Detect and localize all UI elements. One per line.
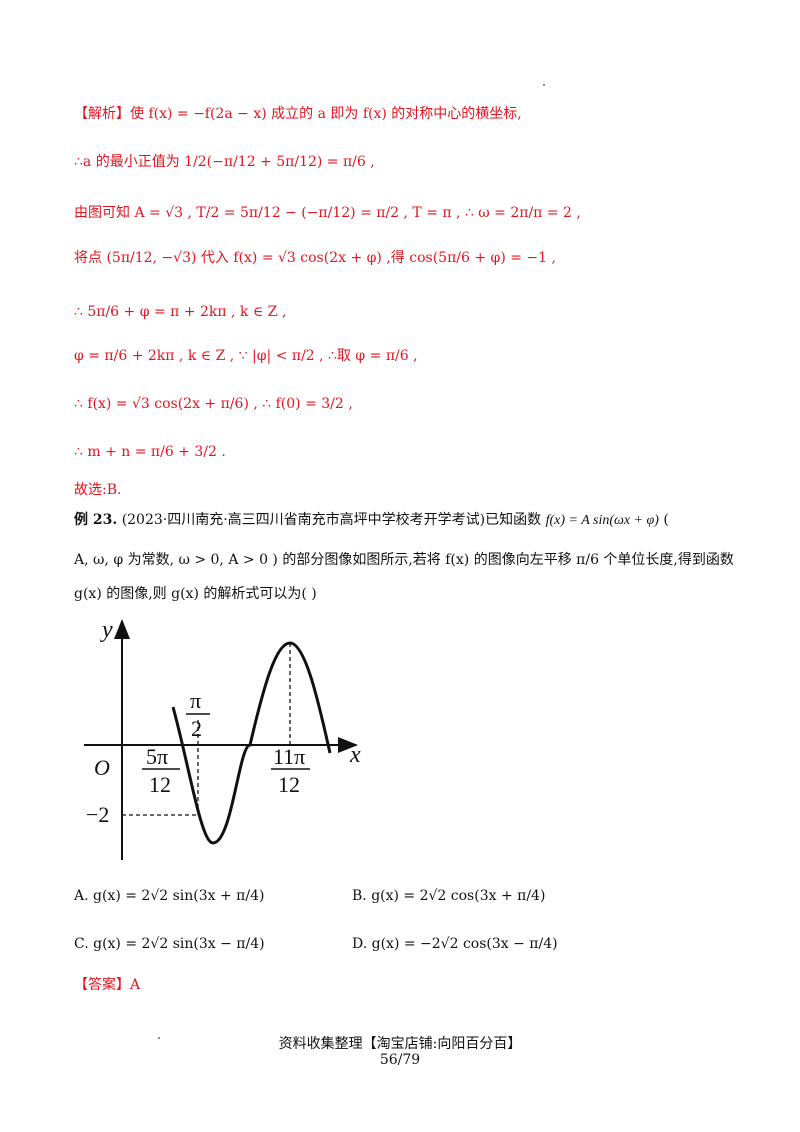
option-d[interactable]: D. g(x) = −2√2 cos(3x − π/4) [352, 936, 558, 952]
origin-label: O [94, 755, 110, 780]
analysis-line-2: ∴a 的最小正值为 1/2(−π/12 + 5π/12) = π/6 , [74, 154, 375, 170]
answer: 【答案】A [74, 977, 141, 993]
tick-11pi12-denominator: 12 [278, 772, 300, 797]
analysis-line-7: ∴ f(x) = √3 cos(2x + π/6) , ∴ f(0) = 3/2… [74, 396, 353, 412]
example-function: f(x) = A sin(ωx + φ) [545, 513, 659, 528]
example-statement-line-2: A, ω, φ 为常数, ω > 0, A > 0 ) 的部分图像如图所示,若将… [74, 552, 734, 568]
scan-dot [158, 1037, 160, 1039]
option-b[interactable]: B. g(x) = 2√2 cos(3x + π/4) [352, 888, 546, 904]
tick-pi2-denominator: 2 [191, 716, 202, 741]
example-statement-line-1: 例 23. (2023·四川南充·高三四川省南充市高坪中学校考开学考试)已知函数… [74, 510, 669, 531]
example-paren: ( [663, 512, 669, 528]
analysis-line-5: ∴ 5π/6 + φ = π + 2kπ , k ∈ Z , [74, 304, 287, 320]
tick-11pi12-numerator: 11π [273, 744, 305, 769]
example-source: (2023·四川南充·高三四川省南充市高坪中学校考开学考试)已知函数 [121, 512, 542, 528]
tick-pi2-numerator: π [190, 688, 201, 713]
scan-dot [543, 84, 545, 86]
analysis-choice: 故选:B. [74, 482, 122, 498]
analysis-line-8: ∴ m + n = π/6 + 3/2 . [74, 444, 226, 460]
sine-curve [171, 641, 332, 845]
tick-neg2: −2 [86, 802, 109, 827]
option-c[interactable]: C. g(x) = 2√2 sin(3x − π/4) [74, 936, 265, 952]
function-graph: y x O π 2 5π 12 11π 12 −2 [84, 617, 361, 860]
analysis-line-1: 【解析】使 f(x) = −f(2a − x) 成立的 a 即为 f(x) 的对… [74, 106, 522, 122]
tick-5pi12-denominator: 12 [149, 772, 171, 797]
analysis-line-3: 由图可知 A = √3 , T/2 = 5π/12 − (−π/12) = π/… [74, 205, 581, 221]
example-label: 例 23. [74, 512, 118, 528]
tick-5pi12-numerator: 5π [146, 744, 168, 769]
x-axis-label: x [349, 742, 361, 768]
example-statement-line-3: g(x) 的图像,则 g(x) 的解析式可以为( ) [74, 586, 317, 602]
analysis-line-4: 将点 (5π/12, −√3) 代入 f(x) = √3 cos(2x + φ)… [74, 250, 556, 266]
analysis-line-6: φ = π/6 + 2kπ , k ∈ Z , ∵ |φ| < π/2 , ∴取… [74, 348, 418, 364]
footer-shop: 资料收集整理【淘宝店铺:向阳百分百】 [278, 1036, 522, 1052]
option-a[interactable]: A. g(x) = 2√2 sin(3x + π/4) [74, 888, 265, 904]
page-number: 56/79 [379, 1052, 421, 1068]
y-axis-label: y [100, 617, 113, 643]
